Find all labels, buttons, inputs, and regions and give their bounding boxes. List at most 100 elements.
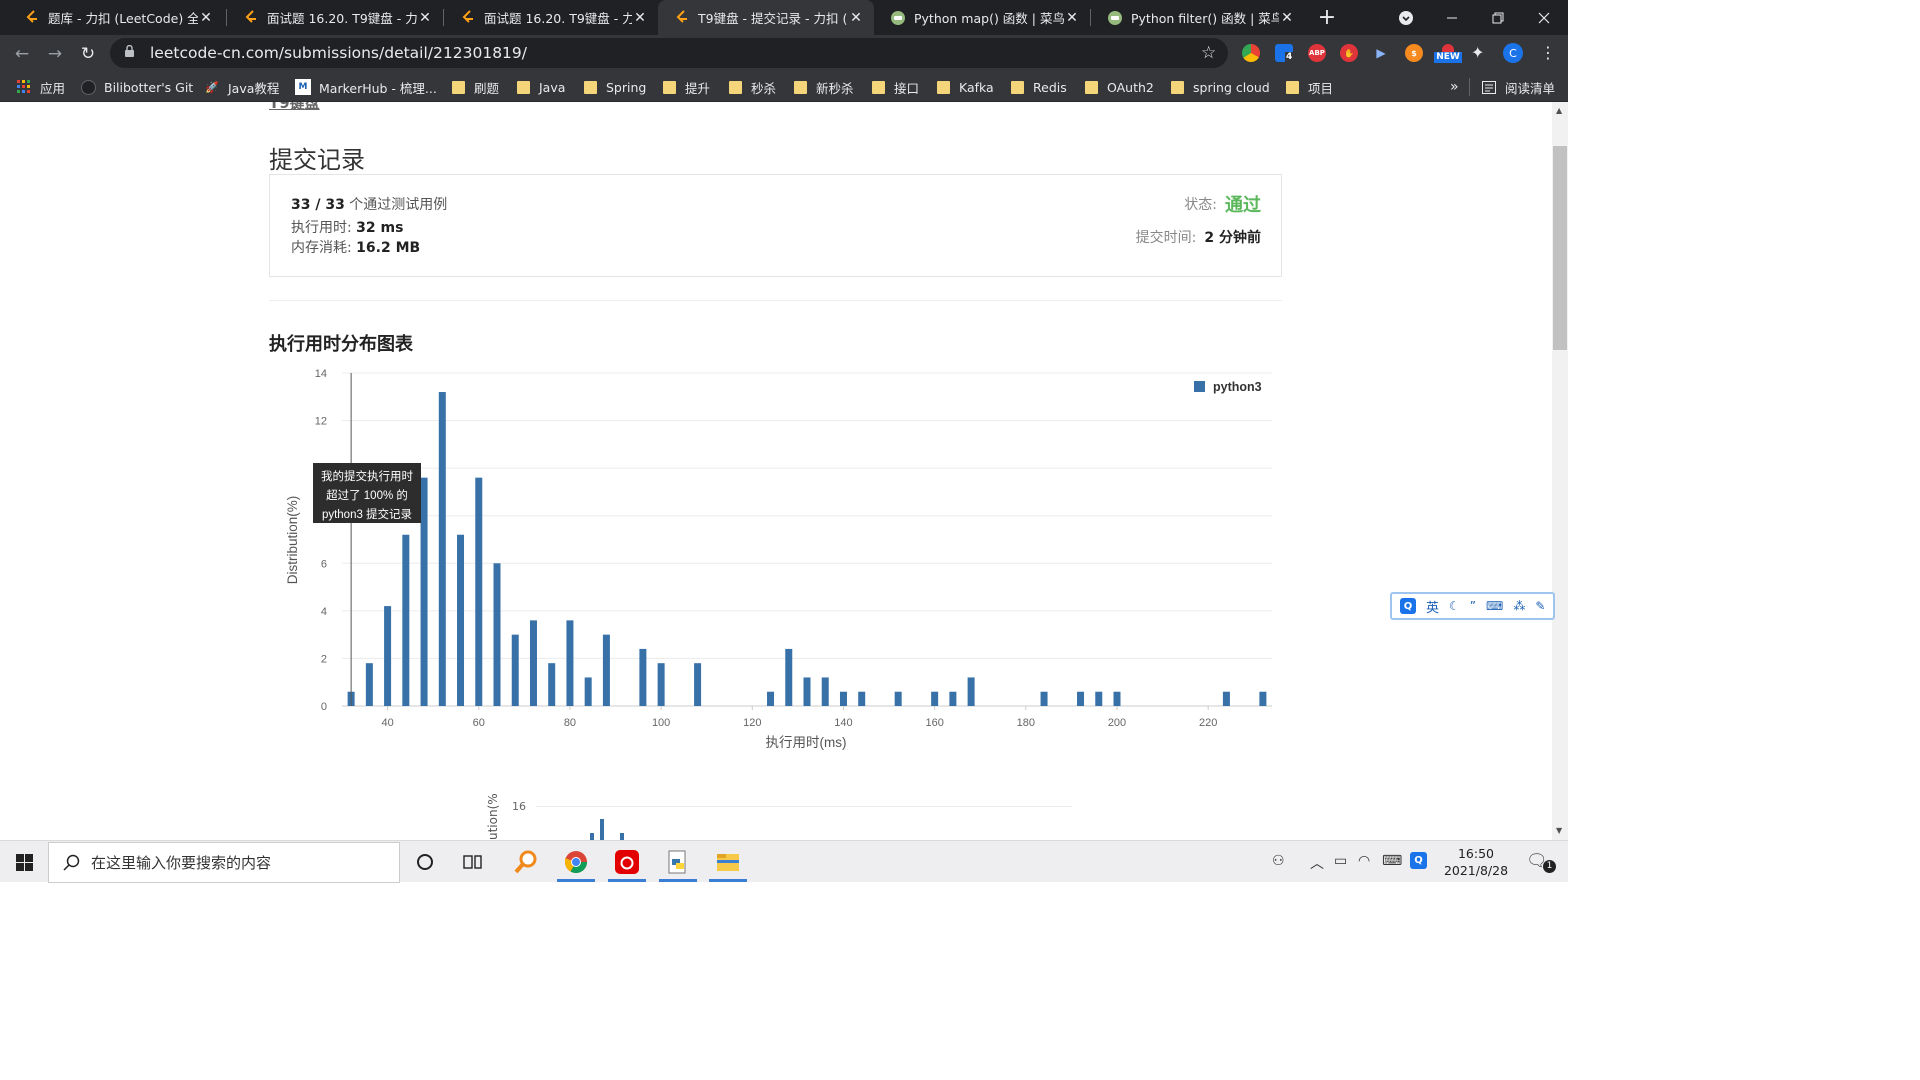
- keyboard-icon[interactable]: ⌨: [1486, 599, 1504, 613]
- notifications-icon[interactable]: 🗨: [1526, 851, 1548, 871]
- bookmark-markerhub[interactable]: M MarkerHub - 梳理...: [295, 78, 437, 96]
- cortana-icon: [417, 854, 433, 870]
- ime-language-toggle[interactable]: 英: [1426, 600, 1440, 616]
- taskbar-app-chrome[interactable]: [553, 845, 599, 882]
- minimize-button[interactable]: [1429, 0, 1475, 35]
- windows-start-icon[interactable]: [16, 854, 33, 875]
- close-icon[interactable]: ✕: [200, 9, 212, 26]
- tooltip-text: 我的提交执行用时: [321, 469, 413, 483]
- bookmark-bilibotter[interactable]: Bilibotter's Git: [80, 78, 193, 96]
- taskbar-app-file-explorer[interactable]: [705, 845, 751, 882]
- bookmark-folder-spring[interactable]: Spring: [584, 78, 646, 96]
- close-icon: [1538, 12, 1550, 23]
- scroll-down-icon[interactable]: ▼: [1556, 826, 1563, 835]
- taskbar-app-python-editor[interactable]: [655, 845, 701, 882]
- bookmark-star-icon[interactable]: ☆: [1201, 43, 1217, 63]
- reload-button[interactable]: ↻: [74, 40, 102, 68]
- taskbar-search-box[interactable]: 在这里输入你要搜索的内容: [48, 842, 400, 883]
- more-vert-icon[interactable]: ⋮: [1540, 43, 1556, 62]
- cortana-button[interactable]: [402, 845, 448, 879]
- url-text: leetcode-cn.com/submissions/detail/21230…: [150, 44, 527, 62]
- people-icon[interactable]: ⚇: [1272, 853, 1285, 869]
- toolbox-icon[interactable]: ⁂: [1513, 599, 1526, 613]
- tab-python-filter[interactable]: Python filter() 函数 | 菜鸟教 ✕: [1091, 0, 1305, 35]
- extension-badge: 4: [1285, 52, 1294, 62]
- extension-coin-icon[interactable]: $: [1405, 44, 1423, 62]
- folder-icon: [717, 854, 739, 871]
- second-chart-bar: [600, 819, 604, 840]
- submit-time-row: 提交时间: 2 分钟前: [1136, 227, 1261, 247]
- status-badge[interactable]: 通过: [1225, 195, 1261, 216]
- tab-title: 题库 - 力扣 (LeetCode) 全球: [48, 11, 198, 26]
- bar: [457, 534, 465, 706]
- breadcrumb-problem-link[interactable]: T9键盘: [269, 94, 320, 112]
- bookmark-folder-oauth2[interactable]: OAuth2: [1085, 78, 1154, 96]
- folder-icon: [1011, 80, 1024, 94]
- close-icon[interactable]: ✕: [634, 9, 646, 26]
- bookmark-folder-xiangmu[interactable]: 项目: [1286, 78, 1333, 96]
- address-bar[interactable]: leetcode-cn.com/submissions/detail/21230…: [110, 38, 1228, 68]
- extension-chrome-icon[interactable]: [1242, 44, 1260, 62]
- taskbar-app-search-tool[interactable]: [503, 845, 549, 879]
- active-indicator: [557, 879, 595, 882]
- taskbar-clock[interactable]: 16:50 2021/8/28: [1440, 845, 1512, 879]
- new-tab-button[interactable]: +: [1317, 5, 1337, 30]
- close-icon[interactable]: ✕: [850, 9, 862, 26]
- page-content: [0, 102, 1552, 840]
- extension-hand-icon[interactable]: ✋: [1340, 44, 1358, 62]
- close-icon[interactable]: ✕: [1281, 9, 1293, 26]
- bookmark-folder-shuati[interactable]: 刷题: [452, 78, 499, 96]
- task-view-button[interactable]: [450, 845, 496, 879]
- punctuation-icon[interactable]: ”: [1469, 599, 1476, 613]
- battery-icon[interactable]: ▭: [1334, 853, 1348, 869]
- tab-submission-record[interactable]: T9键盘 - 提交记录 - 力扣 ( ✕: [658, 0, 874, 35]
- ime-toolbar[interactable]: Q 英 ☾ ” ⌨ ⁂ ✎: [1390, 592, 1555, 620]
- tab-t9-problem-1[interactable]: 面试题 16.20. T9键盘 - 力扣 ✕: [227, 0, 443, 35]
- chevron-up-icon[interactable]: ︿: [1310, 856, 1324, 872]
- tab-search-button[interactable]: [1383, 0, 1429, 35]
- back-button[interactable]: ←: [8, 40, 36, 68]
- bookmark-folder-tisheng[interactable]: 提升: [663, 78, 710, 96]
- close-icon[interactable]: ✕: [419, 9, 431, 26]
- extension-new-shape: [1442, 43, 1454, 52]
- tab-leetcode-problems[interactable]: 题库 - 力扣 (LeetCode) 全球 ✕: [8, 0, 224, 35]
- memory-value: 16.2 MB: [356, 240, 421, 256]
- moon-icon[interactable]: ☾: [1449, 599, 1460, 613]
- reading-list-button[interactable]: 阅读清单: [1481, 78, 1555, 96]
- extension-new-icon[interactable]: NEW: [1434, 41, 1462, 65]
- extension-translate-icon[interactable]: 4: [1275, 44, 1294, 62]
- wrench-icon[interactable]: ✎: [1535, 599, 1546, 613]
- bookmark-label: 接口: [894, 80, 920, 96]
- tab-t9-problem-2[interactable]: 面试题 16.20. T9键盘 - 力扣 ✕: [444, 0, 658, 35]
- bookmark-folder-miaosha[interactable]: 秒杀: [729, 78, 776, 96]
- tab-python-map[interactable]: Python map() 函数 | 菜鸟教 ✕: [874, 0, 1090, 35]
- profile-avatar[interactable]: C: [1503, 43, 1523, 63]
- bookmark-java-tutorial[interactable]: 🚀 Java教程: [204, 78, 279, 96]
- bookmark-folder-redis[interactable]: Redis: [1011, 78, 1067, 96]
- bookmark-folder-jiekou[interactable]: 接口: [872, 78, 919, 96]
- x-tick-label: 40: [381, 717, 393, 729]
- bookmarks-overflow-button[interactable]: »: [1450, 79, 1459, 95]
- bookmark-label: Java教程: [228, 80, 280, 96]
- adblock-icon[interactable]: ABP: [1308, 44, 1326, 62]
- tab-title: T9键盘 - 提交记录 - 力扣 (: [698, 11, 848, 26]
- bookmark-folder-java[interactable]: Java: [517, 78, 565, 96]
- ime-tray-icon[interactable]: Q: [1410, 852, 1427, 869]
- restore-button[interactable]: [1475, 0, 1521, 35]
- extension-play-icon[interactable]: ▶: [1376, 46, 1386, 60]
- scrollbar-thumb[interactable]: [1553, 146, 1567, 350]
- puzzle-icon[interactable]: ✦: [1471, 43, 1485, 62]
- bookmark-folder-xinmiaosha[interactable]: 新秒杀: [794, 78, 854, 96]
- wifi-icon[interactable]: ◠: [1358, 853, 1371, 869]
- forward-button[interactable]: →: [41, 40, 69, 68]
- scroll-up-icon[interactable]: ▲: [1556, 106, 1563, 115]
- bookmark-folder-spring-cloud[interactable]: spring cloud: [1171, 78, 1270, 96]
- close-icon[interactable]: ✕: [1066, 9, 1078, 26]
- bookmark-folder-kafka[interactable]: Kafka: [937, 78, 994, 96]
- taskbar-app-netease-music[interactable]: [604, 845, 650, 882]
- bookmark-label: spring cloud: [1193, 79, 1270, 95]
- bookmark-apps[interactable]: 应用: [16, 78, 65, 96]
- close-window-button[interactable]: [1521, 0, 1567, 35]
- keyboard-tray-icon[interactable]: ⌨: [1382, 853, 1403, 869]
- arrow-left-icon: ←: [14, 44, 30, 64]
